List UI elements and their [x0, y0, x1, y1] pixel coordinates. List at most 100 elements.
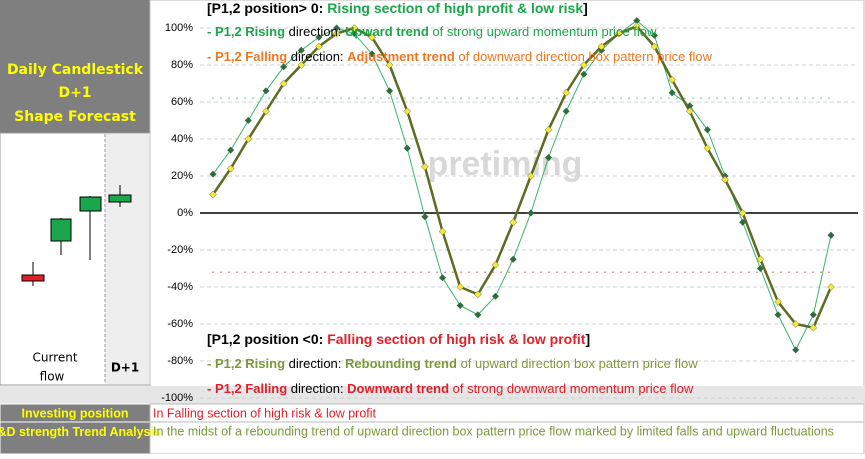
heading: [P1,2 position> 0: Rising section of hig…	[207, 0, 588, 16]
marker	[403, 144, 411, 152]
marker	[209, 170, 217, 178]
text-segment: Upward trend	[345, 24, 429, 39]
marker	[279, 79, 288, 88]
table: Investing position In Falling section of …	[0, 403, 865, 455]
marker	[827, 283, 835, 291]
marker	[774, 297, 782, 306]
candle	[79, 196, 102, 212]
marker	[668, 75, 676, 84]
marker	[474, 311, 482, 319]
marker	[333, 24, 341, 32]
marker	[456, 302, 464, 309]
next-label: D+1	[111, 361, 139, 375]
marker	[756, 265, 764, 272]
marker	[544, 154, 552, 161]
legend-line: - P1,2 Falling direction: Downward trend…	[207, 381, 694, 396]
marker	[579, 61, 588, 69]
marker	[809, 323, 818, 332]
marker	[827, 231, 835, 239]
marker	[385, 61, 394, 69]
marker	[297, 46, 305, 54]
text-segment: - P1,2 Falling	[207, 381, 287, 396]
marker	[685, 107, 694, 116]
y-tick-label: 80%	[171, 59, 193, 71]
marker	[791, 320, 800, 328]
text-segment: Falling section of high risk & low profi…	[327, 331, 586, 347]
text-segment: Downward trend	[347, 381, 449, 396]
text-segment: Rising section of high profit & low risk	[327, 0, 583, 16]
marker	[438, 227, 447, 236]
marker	[703, 126, 711, 134]
marker	[474, 290, 482, 299]
marker	[774, 311, 782, 319]
y-tick-label: 60%	[171, 96, 193, 108]
marker	[562, 107, 570, 115]
sidebar-title-box	[0, 0, 150, 133]
y-tick-label: -20%	[167, 244, 193, 256]
spacer	[0, 386, 865, 404]
series-line	[211, 24, 833, 329]
text-segment: ]	[585, 331, 590, 347]
legend-line: - P1,2 Falling direction: Adjustment tre…	[207, 49, 713, 64]
marker	[544, 125, 553, 134]
marker	[350, 30, 358, 38]
marker	[421, 162, 429, 171]
marker	[297, 61, 306, 69]
row-label: S&D strength Trend Analysis	[0, 425, 161, 439]
y-tick-label: -40%	[167, 281, 193, 293]
text-segment: [P1,2 position> 0:	[207, 0, 327, 16]
y-tick-label: -100%	[161, 392, 193, 404]
marker	[703, 144, 712, 153]
sidebar-title: Daily Candlestick	[7, 62, 144, 78]
text-segment: direction:	[285, 356, 345, 371]
legend-line: - P1,2 Rising direction: Upward trend of…	[207, 24, 657, 39]
y-tick-label: 20%	[171, 170, 193, 182]
text-segment: direction:	[285, 24, 345, 39]
marker	[738, 209, 747, 217]
next-day-area	[105, 134, 149, 384]
marker	[226, 164, 235, 173]
text-segment: of strong upward momentum price flow	[429, 24, 657, 39]
marker	[244, 135, 253, 143]
heading: [P1,2 position <0: Falling section of hi…	[207, 331, 590, 347]
text-segment: Rebounding trend	[345, 356, 457, 371]
text-segment: - P1,2 Rising	[207, 356, 285, 371]
current-label: Current	[32, 351, 77, 365]
candle	[50, 218, 72, 242]
row-value: In the midst of a rebounding trend of up…	[153, 424, 834, 438]
marker	[439, 274, 447, 282]
row-value-cell	[149, 421, 865, 455]
marker	[721, 175, 729, 184]
marker	[227, 146, 235, 154]
marker	[792, 346, 800, 354]
text-segment: direction:	[287, 381, 347, 396]
marker	[244, 117, 252, 124]
marker	[509, 218, 518, 227]
marker	[209, 190, 217, 199]
legend-line: - P1,2 Rising direction: Rebounding tren…	[207, 356, 698, 371]
row-label-text: S&D strength Trend Analysis	[0, 425, 161, 439]
text-segment: of downward direction box pattern price …	[455, 49, 713, 64]
annotations: [P1,2 position> 0: Rising section of hig…	[207, 0, 713, 396]
row-value: In Falling section of high risk & low pr…	[153, 406, 377, 420]
marker	[262, 107, 270, 116]
marker	[368, 33, 376, 42]
y-tick-label: 100%	[165, 22, 193, 34]
marker	[421, 213, 429, 221]
y-tick-label: 0%	[177, 207, 193, 219]
marker	[262, 87, 270, 95]
marker	[615, 29, 623, 38]
marker	[368, 50, 376, 58]
sidebar-title: Shape Forecast	[14, 109, 136, 125]
candle	[108, 194, 132, 203]
y-tick-label: 40%	[171, 133, 193, 145]
marker	[492, 292, 500, 300]
plot: 100% 80% 60% 40% 20% 0% -20% -40% -60% -80% -100% p…	[161, 17, 858, 404]
text-segment: - P1,2 Falling	[207, 49, 287, 64]
marker	[632, 22, 641, 31]
marker	[315, 42, 323, 51]
y-tick-label: -80%	[167, 355, 193, 367]
text-segment: [P1,2 position <0:	[207, 331, 327, 347]
marker	[668, 89, 676, 97]
